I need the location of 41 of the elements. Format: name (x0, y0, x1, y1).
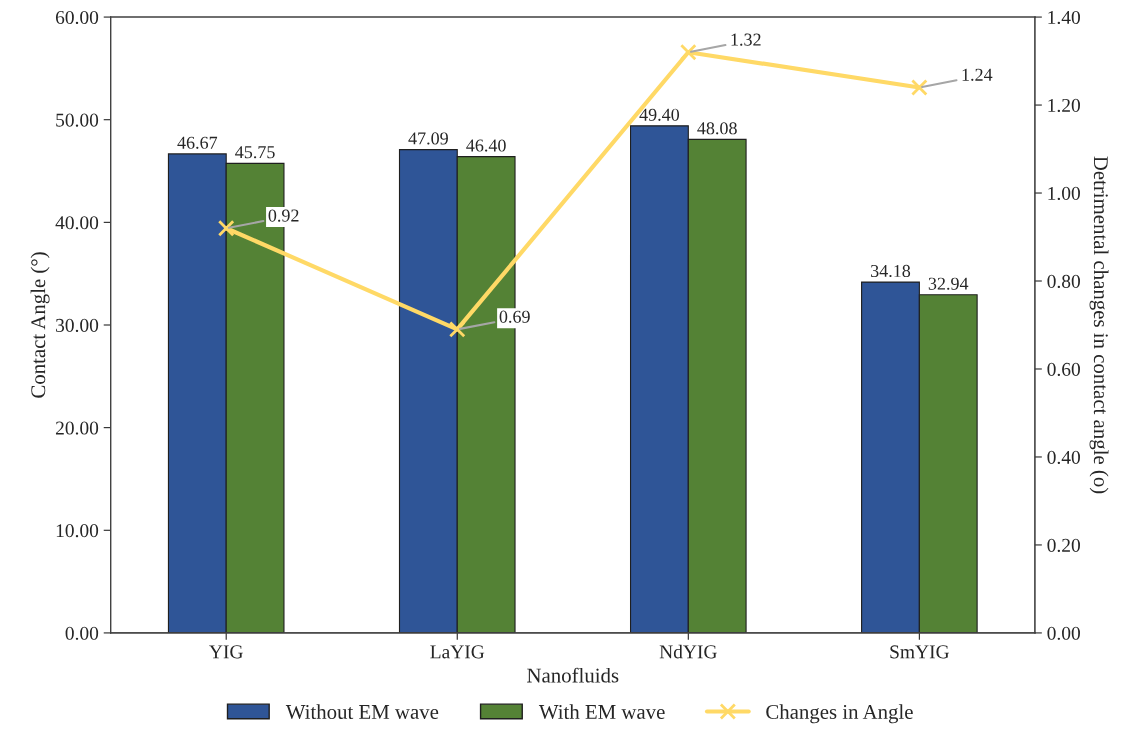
x-tick-label: NdYIG (659, 644, 717, 659)
data-label: 1.32 (731, 33, 761, 46)
y2-tick-label: 1.40 (1048, 10, 1080, 25)
y-tick-label: 40.00 (55, 216, 99, 230)
y2-tick-label: 0.60 (1047, 362, 1080, 377)
y2-tick-label: 1.00 (1048, 186, 1080, 201)
data-label: 45.75 (235, 146, 275, 159)
data-label: 46.40 (466, 139, 506, 152)
data-label: 0.69 (499, 310, 530, 323)
x-tick-label: YIG (209, 645, 243, 659)
y-tick-label: 0.00 (65, 626, 99, 640)
data-label: 1.24 (962, 68, 993, 81)
y2-tick-label: 0.40 (1047, 450, 1080, 464)
y-tick-label: 20.00 (55, 421, 99, 435)
x-tick-label: LaYIG (430, 645, 485, 659)
data-label: 32.94 (928, 277, 969, 290)
y-tick-label: 50.00 (56, 113, 99, 127)
data-label: 49.40 (639, 108, 680, 121)
y2-tick-label: 0.20 (1047, 538, 1080, 552)
y-axis-title: Contact Angle (°) (30, 252, 50, 398)
legend-label: With EM wave (538, 704, 665, 720)
data-label: 48.08 (697, 122, 737, 135)
legend-label: Without EM wave (285, 704, 439, 720)
legend-label: Changes in Angle (766, 704, 913, 724)
data-label: 0.92 (268, 209, 299, 222)
x-tick-label: SmYIG (890, 645, 949, 659)
point (217, 219, 235, 237)
point (679, 43, 697, 61)
data-label: 47.09 (408, 132, 448, 145)
y-tick-label: 30.00 (56, 318, 99, 333)
y-tick-label: 60.00 (55, 10, 99, 25)
x-axis-title: Nanofluids (527, 667, 619, 683)
y2-tick-label: 0.00 (1047, 626, 1080, 640)
data-label: 46.67 (177, 136, 218, 149)
point (911, 79, 928, 96)
y2-axis-title: Detrimental changes in contact angle (o) (1089, 156, 1109, 494)
y2-tick-label: 1.20 (1048, 98, 1080, 113)
point (448, 321, 466, 338)
data-label: 34.18 (871, 264, 911, 278)
y-tick-label: 10.00 (56, 524, 99, 538)
y2-tick-label: 0.80 (1047, 274, 1080, 289)
